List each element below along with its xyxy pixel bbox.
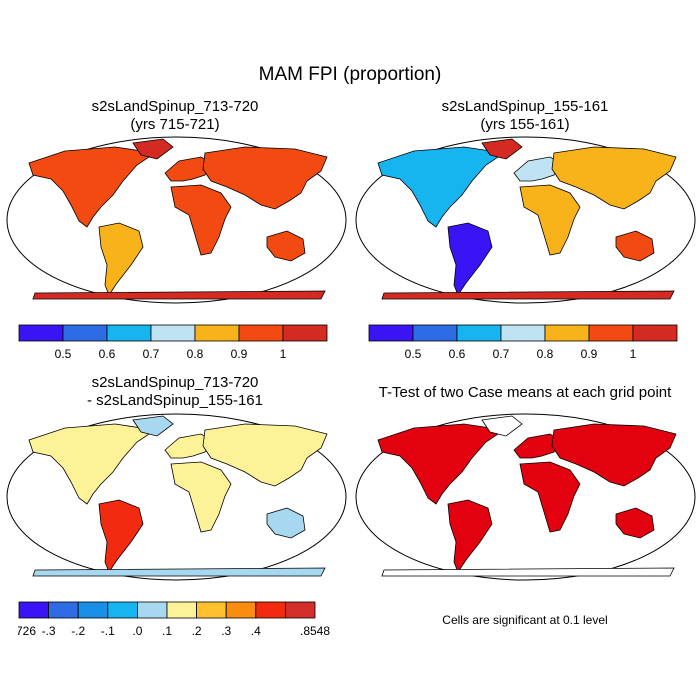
region-australia: [615, 230, 655, 262]
colorbar-tick-label: 0.9: [231, 347, 248, 361]
colorbar-tick-label: -.9726: [18, 624, 36, 638]
colorbar-tick-label: 0.6: [99, 347, 116, 361]
colorbar-swatch: [544, 324, 590, 342]
colorbar-swatch: [632, 324, 678, 342]
colorbar-tick-label: .1: [162, 624, 172, 638]
region-antarctica: [32, 567, 326, 577]
colorbar-tick-label: .3: [221, 624, 231, 638]
region-greenland: [132, 415, 174, 437]
region-asia: [202, 146, 328, 210]
colorbar-swatch: [238, 324, 284, 342]
region-europe: [164, 433, 212, 459]
region-africa: [170, 184, 232, 256]
region-asia: [551, 423, 677, 487]
colorbar-swatch: [137, 601, 168, 619]
region-south-america: [98, 499, 144, 573]
colorbar-tick-label: 0.8: [537, 347, 554, 361]
colorbar-swatch: [77, 601, 109, 619]
region-south-america: [447, 499, 493, 573]
colorbar-tick-label: -.1: [101, 624, 115, 638]
map-bottom-left: [6, 413, 347, 581]
region-greenland: [132, 138, 174, 160]
colorbar-swatch: [106, 324, 152, 342]
colorbar-swatch: [368, 324, 414, 342]
region-africa: [170, 461, 232, 533]
region-australia: [615, 507, 655, 539]
region-asia: [202, 423, 328, 487]
panel-title-line1: T-Test of two Case means at each grid po…: [378, 384, 672, 401]
panel-title-bottom-right: T-Test of two Case means at each grid po…: [350, 384, 700, 402]
colorbar-tick-label: 1: [280, 347, 287, 361]
region-south-america: [98, 222, 144, 296]
colorbar-tick-label: .0: [132, 624, 142, 638]
region-africa: [519, 461, 581, 533]
colorbar-swatch: [62, 324, 108, 342]
colorbar-tick-label: -.2: [71, 624, 85, 638]
region-north-america: [377, 146, 506, 228]
colorbar-tick-label: .8548: [300, 624, 330, 638]
region-europe: [513, 433, 561, 459]
map-top-left: [6, 136, 347, 304]
colorbar-bottom-left: -.9726 -.3 -.2 -.1 .0 .1 .2 .3 .4 .8548: [18, 601, 330, 638]
colorbar-swatch: [255, 601, 286, 619]
colorbar-swatch: [500, 324, 546, 342]
panel-title-top-right: s2sLandSpinup_155-161 (yrs 155-161): [350, 98, 700, 134]
region-asia: [551, 146, 677, 210]
colorbar-swatch: [284, 601, 316, 619]
colorbar-top-left: 0.5 0.6 0.7 0.8 0.9 1: [18, 324, 328, 361]
region-south-america: [447, 222, 493, 296]
region-europe: [164, 156, 212, 182]
colorbar-tick-label: .4: [251, 624, 261, 638]
panel-title-line2: (yrs 155-161): [480, 116, 570, 133]
colorbar-swatch: [18, 601, 50, 619]
region-north-america: [377, 423, 506, 505]
region-europe: [513, 156, 561, 182]
panel-title-line2: - s2sLandSpinup_155-161: [87, 392, 263, 409]
panel-title-top-left: s2sLandSpinup_713-720 (yrs 715-721): [0, 98, 350, 134]
colorbar-swatch: [48, 601, 79, 619]
colorbar-swatch: [588, 324, 634, 342]
colorbar-swatch: [282, 324, 328, 342]
map-bottom-right: [355, 413, 696, 581]
colorbar-swatch: [456, 324, 502, 342]
panel-title-bottom-left: s2sLandSpinup_713-720 - s2sLandSpinup_15…: [0, 374, 350, 410]
region-greenland: [481, 138, 523, 160]
colorbar-tick-label: 0.7: [143, 347, 160, 361]
region-antarctica: [32, 290, 326, 300]
region-greenland: [481, 415, 523, 437]
colorbar-tick-label: 0.8: [187, 347, 204, 361]
colorbar-tick-label: 0.5: [55, 347, 72, 361]
colorbar-tick-label: 0.9: [581, 347, 598, 361]
colorbar-tick-label: 1: [630, 347, 637, 361]
colorbar-swatch: [166, 601, 198, 619]
colorbar-swatch: [412, 324, 458, 342]
colorbar-tick-label: 0.7: [493, 347, 510, 361]
colorbar-tick-label: 0.6: [449, 347, 466, 361]
panel-title-line1: s2sLandSpinup_713-720: [91, 374, 259, 391]
colorbar-swatch: [225, 601, 257, 619]
region-north-america: [28, 423, 157, 505]
colorbar-swatch: [18, 324, 64, 342]
figure-title: MAM FPI (proportion): [258, 64, 442, 85]
colorbar-tick-label: -.3: [42, 624, 56, 638]
region-australia: [266, 507, 306, 539]
region-antarctica: [381, 290, 675, 300]
panel-title-line1: s2sLandSpinup_713-720: [91, 98, 259, 115]
region-africa: [519, 184, 581, 256]
colorbar-swatch: [150, 324, 196, 342]
colorbar-swatch: [196, 601, 227, 619]
colorbar-swatch: [107, 601, 138, 619]
region-antarctica: [381, 567, 675, 577]
map-top-right: [355, 136, 696, 304]
region-north-america: [28, 146, 157, 228]
colorbar-tick-label: .2: [192, 624, 202, 638]
region-australia: [266, 230, 306, 262]
colorbar-tick-label: 0.5: [405, 347, 422, 361]
panel-title-line2: (yrs 715-721): [130, 116, 220, 133]
panel-title-line1: s2sLandSpinup_155-161: [441, 98, 609, 115]
colorbar-swatch: [194, 324, 240, 342]
colorbar-top-right: 0.5 0.6 0.7 0.8 0.9 1: [368, 324, 678, 361]
significance-note: Cells are significant at 0.1 level: [442, 613, 608, 627]
